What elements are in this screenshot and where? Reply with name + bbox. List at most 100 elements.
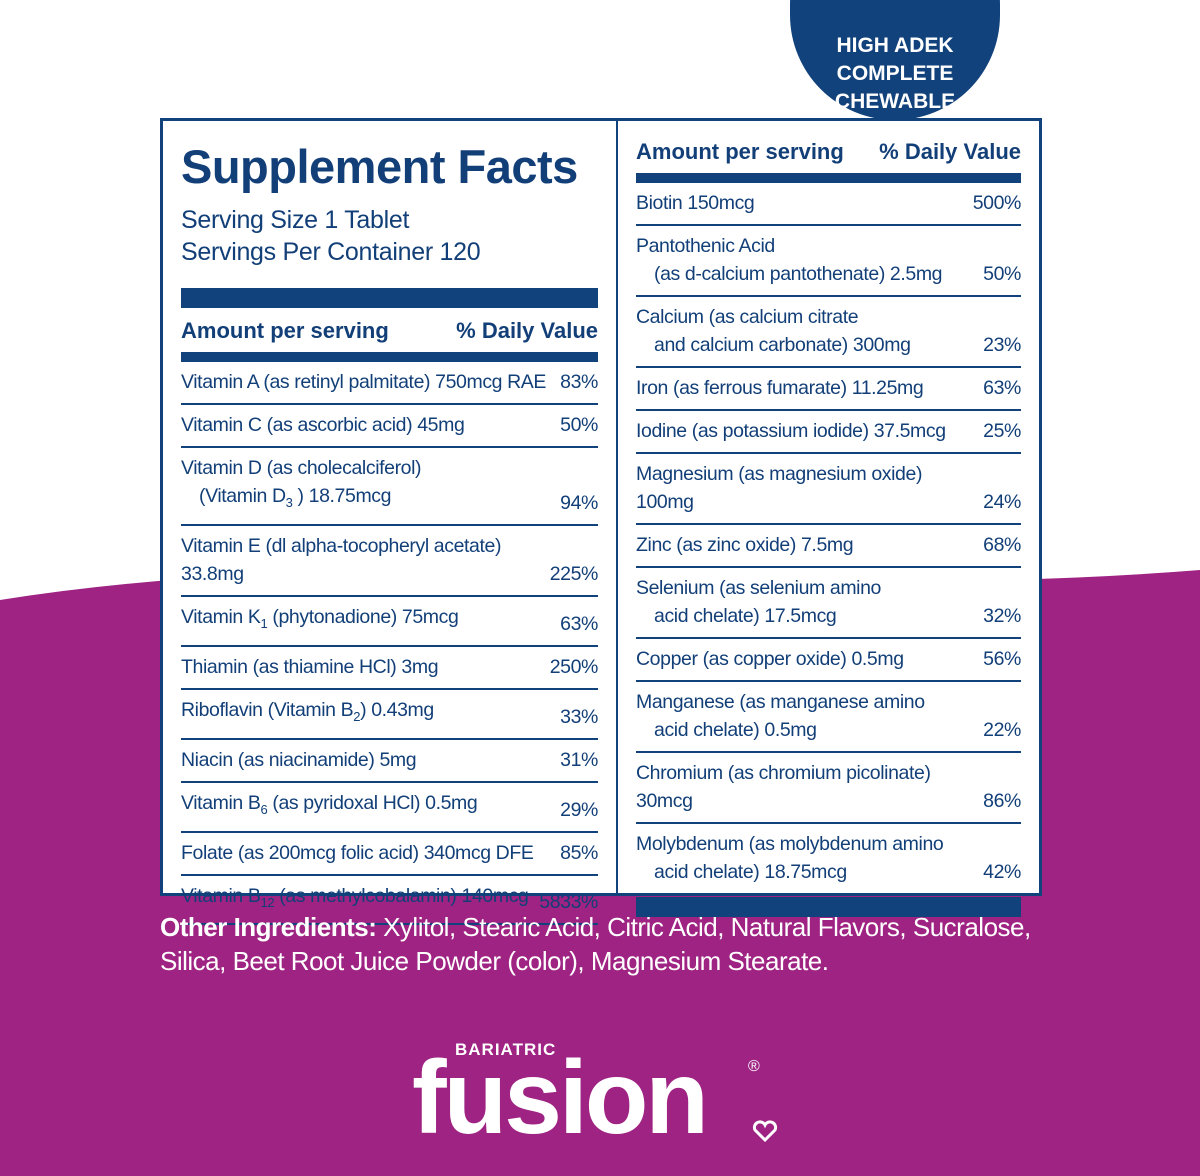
label-text: Vitamin E (dl alpha-tocopheryl acetate) … xyxy=(181,534,502,585)
nutrient-label: Zinc (as zinc oxide) 7.5mg xyxy=(636,531,854,559)
nutrient-row: Manganese (as manganese amino acid chelat… xyxy=(636,682,1021,753)
subscript: 3 xyxy=(285,494,293,510)
divider-bar xyxy=(636,897,1021,917)
daily-value: 50% xyxy=(983,263,1021,285)
daily-value: 63% xyxy=(983,377,1021,399)
nutrient-label: Biotin 150mcg xyxy=(636,189,755,217)
label-line: acid chelate) 17.5mcg xyxy=(636,602,881,630)
label-text: Niacin (as niacinamide) 5mg xyxy=(181,748,417,771)
badge-line: HIGH ADEK xyxy=(836,34,954,57)
label-line: Magnesium (as magnesium oxide) 100mg xyxy=(636,460,983,516)
nutrient-row: Vitamin E (dl alpha-tocopheryl acetate) … xyxy=(181,526,598,597)
label-line: Thiamin (as thiamine HCl) 3mg xyxy=(181,653,439,681)
nutrient-row: Vitamin K1 (phytonadione) 75mcg 63% xyxy=(181,597,598,647)
label-text: ) 18.75mcg xyxy=(292,485,392,507)
subscript: 12 xyxy=(260,894,275,910)
nutrient-row: Vitamin C (as ascorbic acid) 45mg 50% xyxy=(181,405,598,448)
label-line: Vitamin E (dl alpha-tocopheryl acetate) … xyxy=(181,532,550,588)
label-line: Vitamin C (as ascorbic acid) 45mg xyxy=(181,411,465,439)
nutrient-label: Selenium (as selenium amino acid chelate)… xyxy=(636,574,881,630)
label-line: Molybdenum (as molybdenum amino xyxy=(636,830,944,858)
other-label: Other Ingredients: xyxy=(160,912,377,942)
header-text: % Daily Value xyxy=(456,318,598,343)
daily-value: 23% xyxy=(983,334,1021,356)
daily-value: 63% xyxy=(560,612,598,635)
label-text: Folate (as 200mcg folic acid) 340mcg DFE xyxy=(181,841,534,864)
label-text: Copper (as copper oxide) 0.5mg xyxy=(636,648,904,670)
nutrient-label: Niacin (as niacinamide) 5mg xyxy=(181,746,417,774)
daily-value: 500% xyxy=(972,192,1022,214)
label-text: Vitamin B xyxy=(181,884,261,907)
nutrient-label: Calcium (as calcium citrate and calcium c… xyxy=(636,303,911,359)
label-text: acid chelate) 18.75mcg xyxy=(654,861,847,883)
label-text: Manganese (as manganese amino xyxy=(636,691,925,713)
nutrient-label: Vitamin B6 (as pyridoxal HCl) 0.5mg xyxy=(181,789,478,824)
other-text: Xylitol, Stearic Acid, Citric Acid, Natu… xyxy=(160,912,1031,976)
label-text: Chromium (as chromium picolinate) 30mcg xyxy=(636,762,931,812)
daily-value: 33% xyxy=(560,705,598,728)
label-line: Copper (as copper oxide) 0.5mg xyxy=(636,645,904,673)
label-line: Pantothenic Acid xyxy=(636,232,942,260)
label-line: acid chelate) 0.5mg xyxy=(636,716,925,744)
nutrient-row: Vitamin D (as cholecalciferol) (Vitamin D… xyxy=(181,448,598,526)
label-text: Molybdenum (as molybdenum amino xyxy=(636,833,944,855)
column-header: Amount per serving % Daily Value xyxy=(636,129,1021,183)
label-line: Folate (as 200mcg folic acid) 340mcg DFE xyxy=(181,839,534,867)
label-text: Vitamin B xyxy=(181,791,261,814)
daily-value: 31% xyxy=(560,748,598,771)
label-line: Riboflavin (Vitamin B2) 0.43mg xyxy=(181,696,434,731)
nutrient-label: Folate (as 200mcg folic acid) 340mcg DFE xyxy=(181,839,534,867)
nutrient-row: Chromium (as chromium picolinate) 30mcg 8… xyxy=(636,753,1021,824)
column-header: Amount per serving % Daily Value xyxy=(181,308,598,362)
label-line: Calcium (as calcium citrate xyxy=(636,303,911,331)
label-line: Iodine (as potassium iodide) 37.5mcg xyxy=(636,417,946,445)
label-line: acid chelate) 18.75mcg xyxy=(636,858,943,886)
label-text: Thiamin (as thiamine HCl) 3mg xyxy=(181,655,439,678)
badge-line: COMPLETE xyxy=(836,62,954,85)
nutrient-row: Pantothenic Acid (as d-calcium pantothena… xyxy=(636,226,1021,297)
nutrient-label: Thiamin (as thiamine HCl) 3mg xyxy=(181,653,439,681)
label-text: acid chelate) 0.5mg xyxy=(654,719,817,741)
label-line: (Vitamin D3 ) 18.75mcg xyxy=(181,482,421,517)
label-line: (as d-calcium pantothenate) 2.5mg xyxy=(636,260,943,288)
nutrient-label: Vitamin E (dl alpha-tocopheryl acetate) … xyxy=(181,532,550,588)
nutrient-label: Molybdenum (as molybdenum amino acid chel… xyxy=(636,830,944,886)
label-line: Vitamin B12 (as methylcobalamin) 140mcg xyxy=(181,882,529,917)
label-text: (phytonadione) 75mcg xyxy=(267,605,459,628)
nutrient-row: Copper (as copper oxide) 0.5mg 56% xyxy=(636,639,1021,682)
label-line: Iron (as ferrous fumarate) 11.25mg xyxy=(636,374,924,402)
label-line: and calcium carbonate) 300mg xyxy=(636,331,911,359)
nutrient-label: Riboflavin (Vitamin B2) 0.43mg xyxy=(181,696,434,731)
label-line: Niacin (as niacinamide) 5mg xyxy=(181,746,417,774)
nutrient-label: Magnesium (as magnesium oxide) 100mg xyxy=(636,460,983,516)
daily-value: 24% xyxy=(983,491,1021,513)
nutrient-label: Vitamin A (as retinyl palmitate) 750mcg … xyxy=(181,368,546,396)
nutrient-row: Molybdenum (as molybdenum amino acid chel… xyxy=(636,824,1021,895)
nutrient-row: Iodine (as potassium iodide) 37.5mcg 25% xyxy=(636,411,1021,454)
label-text: (as d-calcium pantothenate) 2.5mg xyxy=(654,263,943,285)
daily-value: 32% xyxy=(983,605,1021,627)
label-text: Magnesium (as magnesium oxide) 100mg xyxy=(636,463,923,513)
nutrient-row: Riboflavin (Vitamin B2) 0.43mg 33% xyxy=(181,690,598,740)
daily-value: 86% xyxy=(983,790,1021,812)
nutrient-row: Selenium (as selenium amino acid chelate)… xyxy=(636,568,1021,639)
nutrient-label: Iron (as ferrous fumarate) 11.25mg xyxy=(636,374,924,402)
nutrient-row: Folate (as 200mcg folic acid) 340mcg DFE… xyxy=(181,833,598,876)
nutrient-label: Vitamin B12 (as methylcobalamin) 140mcg xyxy=(181,882,529,917)
label-text: (as pyridoxal HCl) 0.5mg xyxy=(267,791,478,814)
label-text: acid chelate) 17.5mcg xyxy=(654,605,837,627)
nutrient-row: Calcium (as calcium citrate and calcium c… xyxy=(636,297,1021,368)
header-text: Amount per serving xyxy=(181,318,389,343)
nutrient-label: Vitamin D (as cholecalciferol) (Vitamin D… xyxy=(181,454,422,517)
nutrient-label: Chromium (as chromium picolinate) 30mcg xyxy=(636,759,983,815)
daily-value: 85% xyxy=(560,841,598,864)
header-text: % Daily Value xyxy=(879,139,1021,164)
label-text: Iodine (as potassium iodide) 37.5mcg xyxy=(636,420,946,442)
label-line: Vitamin A (as retinyl palmitate) 750mcg … xyxy=(181,368,546,396)
label-text: (as methylcobalamin) 140mcg xyxy=(274,884,529,907)
daily-value: 68% xyxy=(983,534,1021,556)
nutrient-row: Vitamin B12 (as methylcobalamin) 140mcg 5… xyxy=(181,876,598,926)
label-line: Selenium (as selenium amino xyxy=(636,574,881,602)
